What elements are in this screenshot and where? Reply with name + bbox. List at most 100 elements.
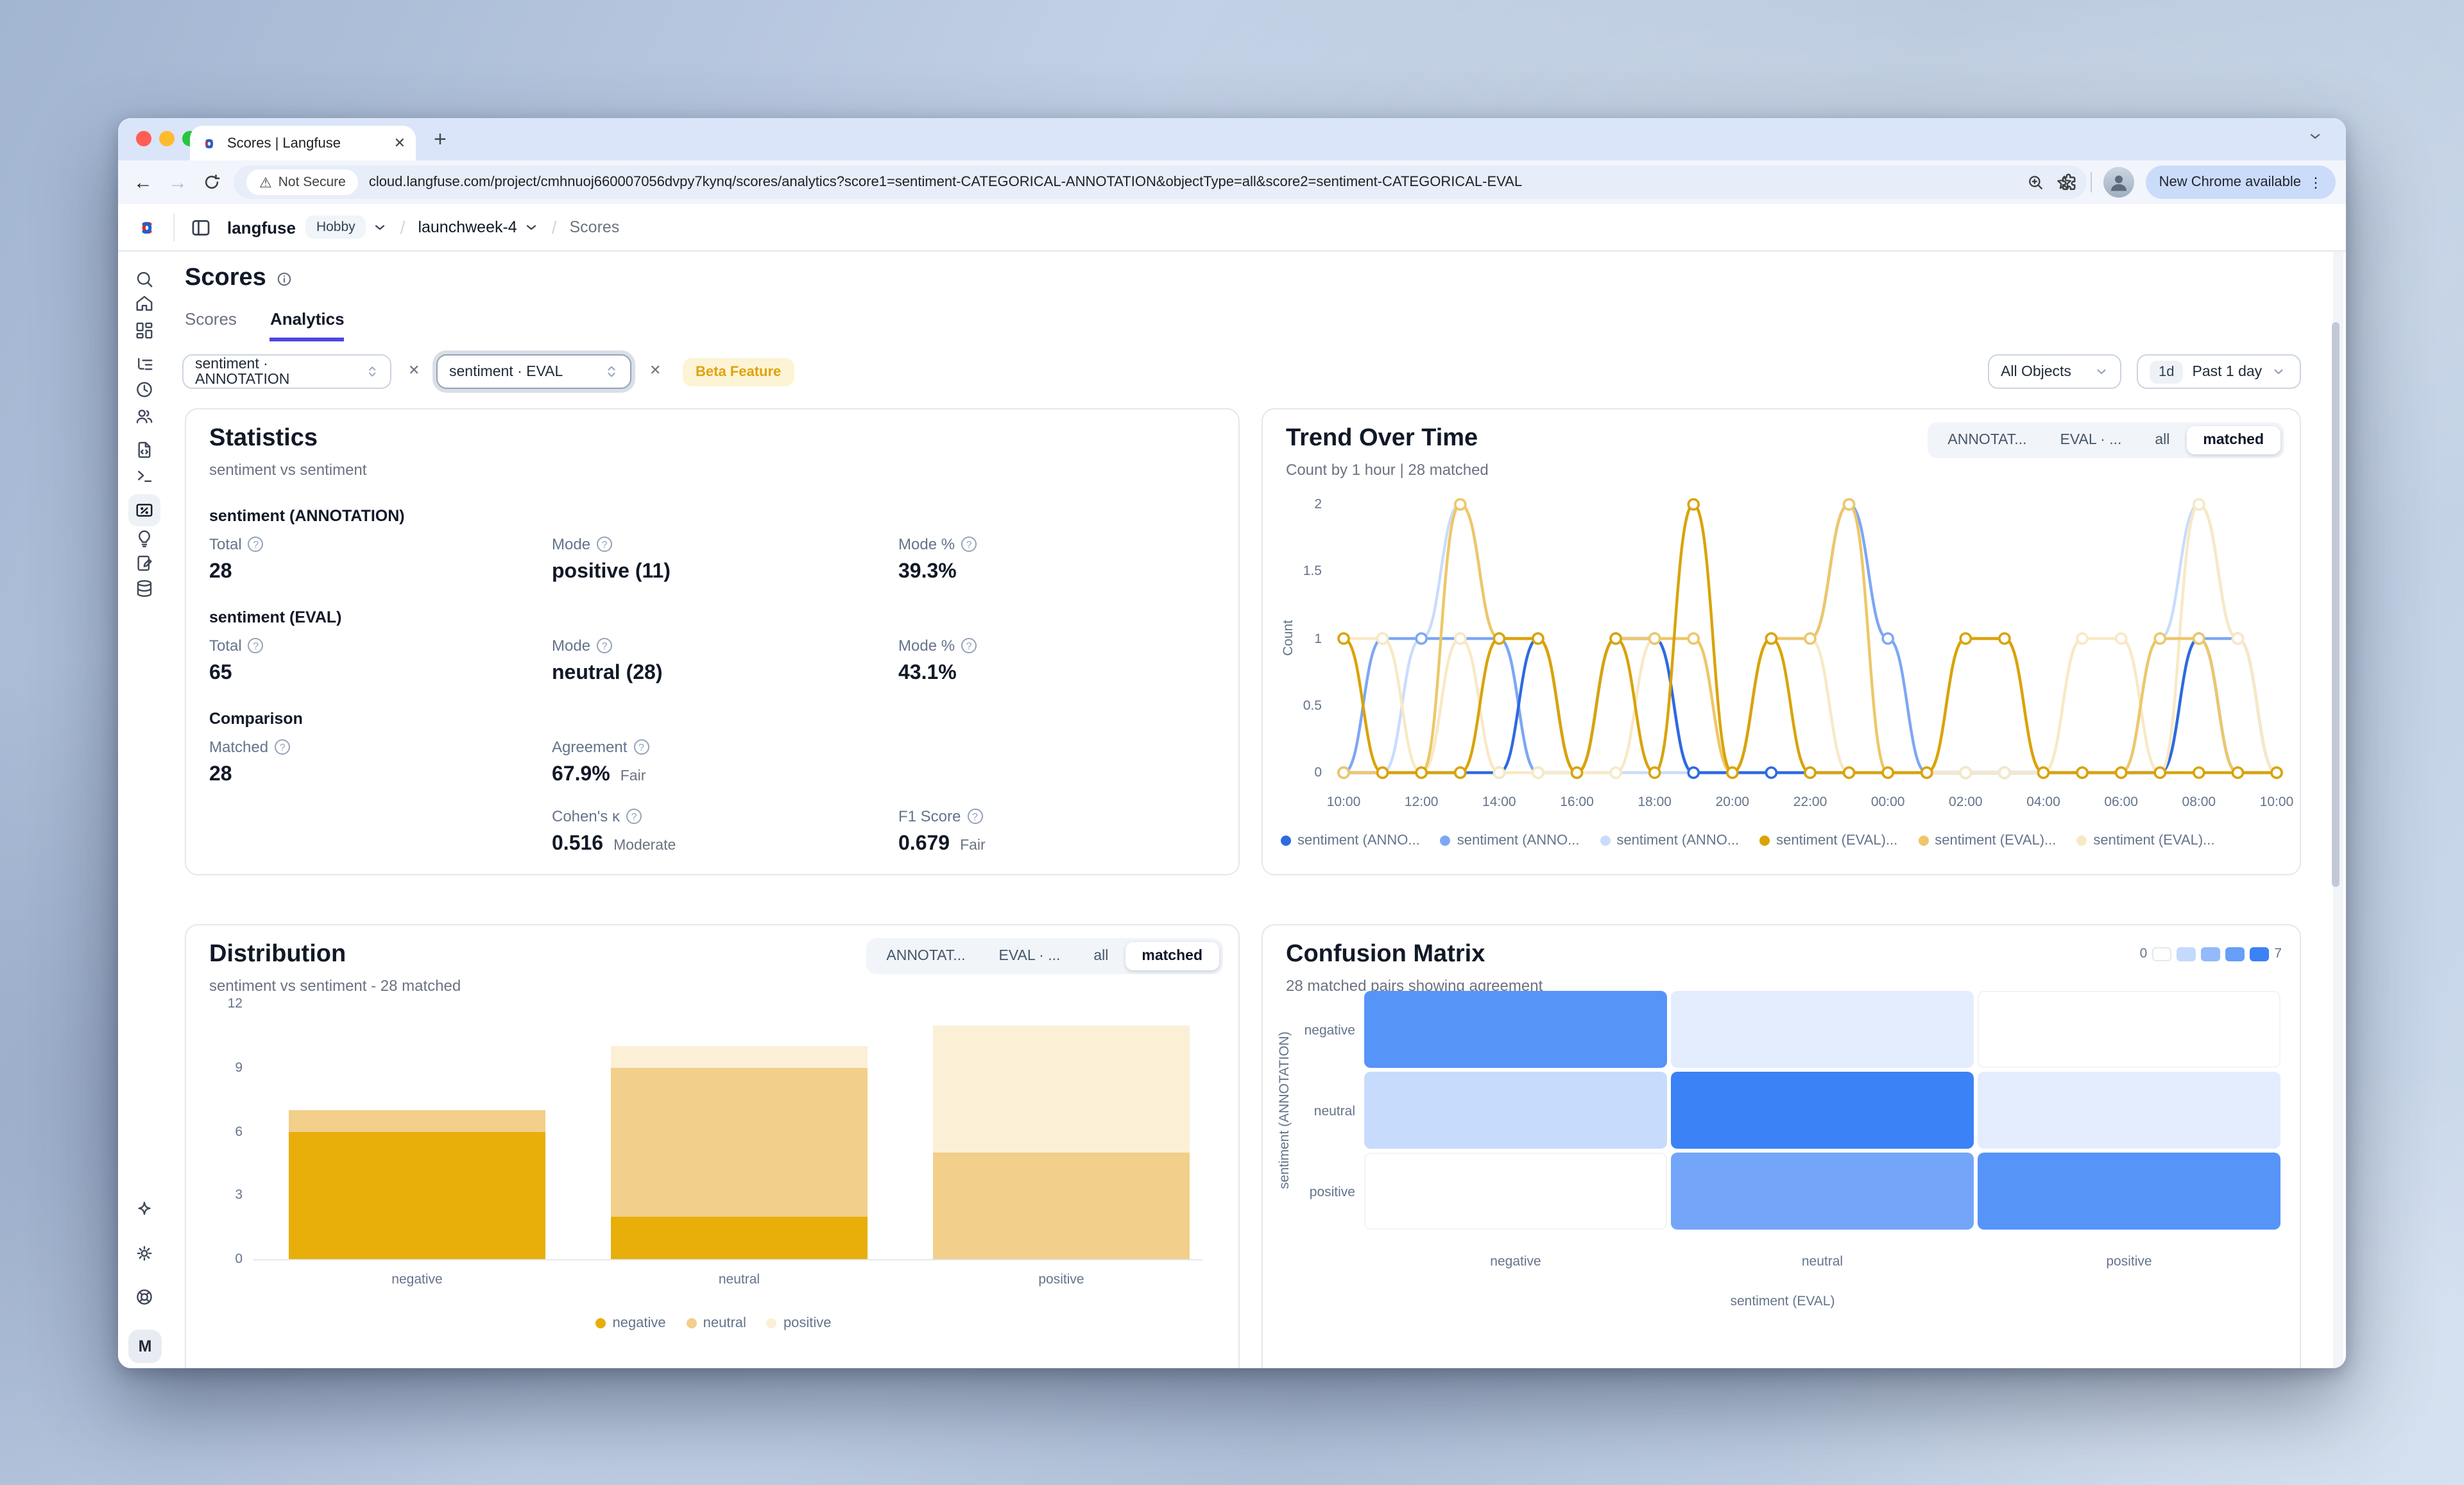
tab-analytics[interactable]: Analytics — [270, 309, 345, 341]
help-icon[interactable]: ? — [275, 739, 291, 755]
confusion-panel: Confusion Matrix 28 matched pairs showin… — [1262, 924, 2301, 1368]
minimize-window-button[interactable] — [159, 131, 175, 146]
metric-modepct-annotation: Mode %? 39.3% — [898, 535, 977, 584]
org-chevron-icon[interactable] — [372, 219, 388, 235]
breadcrumb-project[interactable]: launchweek-4 — [418, 218, 517, 236]
help-icon[interactable]: ? — [248, 638, 264, 653]
page-scrollbar-track[interactable] — [2332, 252, 2343, 1368]
cm-cell-positive-neutral — [1671, 1153, 1974, 1230]
y-tick: 6 — [235, 1124, 243, 1139]
close-window-button[interactable] — [136, 131, 151, 146]
help-icon[interactable]: ? — [626, 809, 642, 824]
support-lifebuoy-icon[interactable] — [135, 1287, 154, 1307]
x-tick: 00:00 — [1870, 794, 1905, 810]
chrome-update-button[interactable]: New Chrome available ⋮ — [2146, 166, 2336, 199]
toggle-annotation[interactable]: ANNOTAT... — [886, 949, 966, 964]
bar-neutral — [611, 1046, 868, 1259]
browser-tab[interactable]: Scores | Langfuse ✕ — [190, 126, 416, 160]
toolbar-divider — [2091, 172, 2092, 193]
search-icon[interactable] — [135, 270, 154, 289]
security-chip[interactable]: ⚠ Not Secure — [246, 169, 359, 195]
project-chevron-icon[interactable] — [524, 219, 539, 235]
score2-select[interactable]: sentiment · EVAL — [436, 354, 631, 389]
url-text[interactable]: cloud.langfuse.com/project/cmhnuoj660007… — [368, 175, 1523, 190]
toggle-all[interactable]: all — [1093, 949, 1109, 964]
x-tick: 10:00 — [2259, 794, 2294, 810]
x-category-label: positive — [1038, 1272, 1084, 1287]
tab-scores[interactable]: Scores — [185, 309, 237, 329]
info-icon[interactable] — [277, 270, 293, 287]
users-icon[interactable] — [135, 407, 154, 426]
evaluation-lightbulb-icon[interactable] — [135, 529, 154, 548]
tab-close-icon[interactable]: ✕ — [393, 136, 406, 151]
browser-menu-kebab-icon[interactable]: ⋮ — [2309, 175, 2323, 191]
toggle-matched[interactable]: matched — [2186, 426, 2280, 454]
new-tab-button[interactable]: + — [434, 127, 447, 151]
breadcrumb-org[interactable]: langfuse — [227, 218, 296, 237]
scores-icon-active[interactable] — [128, 494, 160, 526]
cm-cell-negative-neutral — [1671, 991, 1974, 1068]
tracing-icon[interactable] — [135, 356, 154, 375]
object-filter-select[interactable]: All Objects — [1988, 354, 2121, 389]
x-tick: 08:00 — [2182, 794, 2216, 810]
toggle-eval[interactable]: EVAL · ... — [998, 949, 1061, 964]
trend-lines — [1337, 498, 2283, 779]
y-tick: 3 — [235, 1187, 243, 1203]
help-icon[interactable]: ? — [597, 638, 613, 653]
chevron-down-icon — [2273, 369, 2282, 375]
statistics-subtitle: sentiment vs sentiment — [209, 461, 367, 479]
x-tick: 10:00 — [1326, 794, 1361, 810]
row-label: positive — [1309, 1185, 1355, 1200]
x-tick: 06:00 — [2104, 794, 2138, 810]
metric-agreement: Agreement? 67.9% Fair — [552, 738, 649, 787]
breadcrumb-page: Scores — [569, 218, 620, 236]
zoom-page-icon[interactable] — [2026, 173, 2044, 191]
x-tick: 02:00 — [1949, 794, 1983, 810]
date-shortcut-chip[interactable]: 1d — [2150, 360, 2184, 383]
score2-remove-icon[interactable]: ✕ — [649, 363, 662, 379]
help-icon[interactable]: ? — [597, 536, 613, 552]
toggle-all[interactable]: all — [2155, 433, 2170, 448]
page-scrollbar-thumb[interactable] — [2332, 322, 2340, 887]
reload-button[interactable] — [203, 173, 221, 191]
section-heading: Comparison — [209, 710, 303, 728]
user-avatar-initial[interactable]: M — [128, 1330, 162, 1363]
page-title-text: Scores — [185, 264, 266, 291]
extensions-puzzle-icon[interactable] — [2059, 172, 2080, 193]
toggle-annotation[interactable]: ANNOTAT... — [1947, 433, 2027, 448]
datasets-database-icon[interactable] — [135, 579, 154, 598]
sidebar-toggle-icon[interactable] — [190, 216, 212, 238]
sessions-clock-icon[interactable] — [135, 380, 154, 399]
bar-segment-negative — [611, 1216, 868, 1259]
metric-matched: Matched? 28 — [209, 738, 291, 787]
score1-remove-icon[interactable]: ✕ — [408, 363, 420, 379]
back-button[interactable]: ← — [133, 171, 153, 193]
home-icon[interactable] — [135, 294, 154, 313]
prompts-file-code-icon[interactable] — [135, 440, 154, 459]
help-icon[interactable]: ? — [961, 638, 977, 653]
col-label: negative — [1490, 1254, 1541, 1269]
help-icon[interactable]: ? — [961, 536, 977, 552]
browser-tab-strip: Scores | Langfuse ✕ + — [118, 118, 2346, 160]
tab-search-chevron-icon[interactable] — [2307, 128, 2323, 144]
whats-new-sparkle-icon[interactable] — [135, 1200, 154, 1219]
settings-gear-icon[interactable] — [135, 1244, 154, 1263]
annotation-clipboard-icon[interactable] — [135, 553, 154, 572]
help-icon[interactable]: ? — [248, 536, 264, 552]
score1-select[interactable]: sentiment · ANNOTATION — [182, 354, 391, 389]
dashboards-icon[interactable] — [135, 321, 154, 340]
scale-swatch — [2250, 947, 2270, 961]
toggle-eval[interactable]: EVAL · ... — [2060, 433, 2122, 448]
profile-avatar[interactable] — [2103, 167, 2135, 198]
forward-button[interactable]: → — [168, 171, 187, 193]
help-icon[interactable]: ? — [633, 739, 649, 755]
quality-badge: Fair — [620, 769, 646, 784]
help-icon[interactable]: ? — [967, 809, 983, 824]
date-range-select[interactable]: 1d Past 1 day — [2137, 354, 2301, 389]
url-bar[interactable]: ⚠ Not Secure cloud.langfuse.com/project/… — [234, 166, 2087, 199]
chevrons-up-down-icon — [368, 366, 376, 377]
metric-cohens-kappa: Cohen's κ? 0.516 Moderate — [552, 807, 676, 855]
toggle-matched[interactable]: matched — [1125, 942, 1219, 970]
playground-terminal-icon[interactable] — [135, 466, 154, 485]
legend-item: positive — [766, 1316, 832, 1331]
